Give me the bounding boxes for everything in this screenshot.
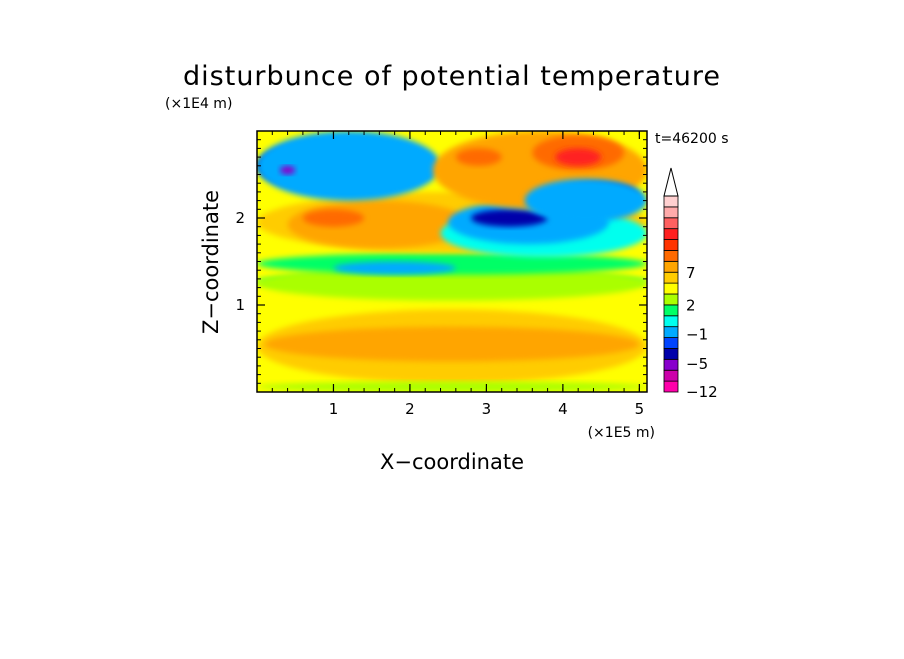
colorbar-level xyxy=(663,293,679,306)
x-tick-label: 5 xyxy=(635,400,645,418)
colorbar-level xyxy=(663,358,679,371)
colorbar-level xyxy=(663,228,679,240)
field-region-6 xyxy=(257,252,647,275)
field-region-2 xyxy=(264,326,640,362)
y-ticks: 12 xyxy=(235,209,647,314)
field-region-10 xyxy=(302,209,365,227)
colorbar-label: 2 xyxy=(686,296,696,314)
colorbar-label: 7 xyxy=(686,264,696,282)
colorbar-level xyxy=(663,271,679,284)
colorbar-level xyxy=(663,348,679,360)
chart-title: disturbunce of potential temperature xyxy=(183,61,721,92)
y-tick-label: 2 xyxy=(235,209,245,227)
x-tick-label: 1 xyxy=(329,400,339,418)
field-region-22 xyxy=(524,178,647,223)
field-region-16 xyxy=(279,165,296,175)
colorbar-level xyxy=(663,326,679,338)
x-tick-label: 2 xyxy=(405,400,415,418)
colorbar: −12−5−127 xyxy=(663,167,718,401)
colorbar-level xyxy=(663,260,679,273)
y-tick-label: 1 xyxy=(235,296,245,314)
field-region-15 xyxy=(257,131,441,201)
colorbar-label: −1 xyxy=(686,325,708,343)
field-region-7 xyxy=(333,261,456,275)
colorbar-level xyxy=(663,250,679,262)
field-region-20 xyxy=(555,148,602,166)
colorbar-level xyxy=(663,206,679,219)
y-unit-label: (×1E4 m) xyxy=(165,96,232,112)
x-ticks: 1 2 3 4 5 xyxy=(329,131,644,418)
colorbar-level xyxy=(663,195,679,208)
time-label: t=46200 s xyxy=(655,131,729,147)
colorbar-level xyxy=(663,369,679,382)
x-tick-label: 4 xyxy=(558,400,568,418)
colorbar-level xyxy=(663,304,679,317)
field-region-5 xyxy=(257,265,647,301)
colorbar-level xyxy=(663,217,679,230)
y-axis-label: Z−coordinate xyxy=(199,190,223,334)
x-tick-label: 3 xyxy=(482,400,492,418)
colorbar-label: −5 xyxy=(686,355,708,373)
field-region-18 xyxy=(455,148,502,166)
colorbar-level xyxy=(663,282,679,295)
field-region-3 xyxy=(257,381,647,392)
x-axis-label: X−coordinate xyxy=(380,450,524,474)
minor-ticks xyxy=(257,131,647,392)
colorbar-level xyxy=(663,239,679,251)
colorbar-max-arrow xyxy=(663,167,679,197)
x-unit-label: (×1E5 m) xyxy=(588,425,655,441)
heatmap-field xyxy=(257,131,647,392)
colorbar-level xyxy=(663,380,679,393)
field-region-13 xyxy=(471,209,548,227)
colorbar-label: −12 xyxy=(686,383,718,401)
colorbar-level xyxy=(663,315,679,328)
colorbar-level xyxy=(663,337,679,349)
